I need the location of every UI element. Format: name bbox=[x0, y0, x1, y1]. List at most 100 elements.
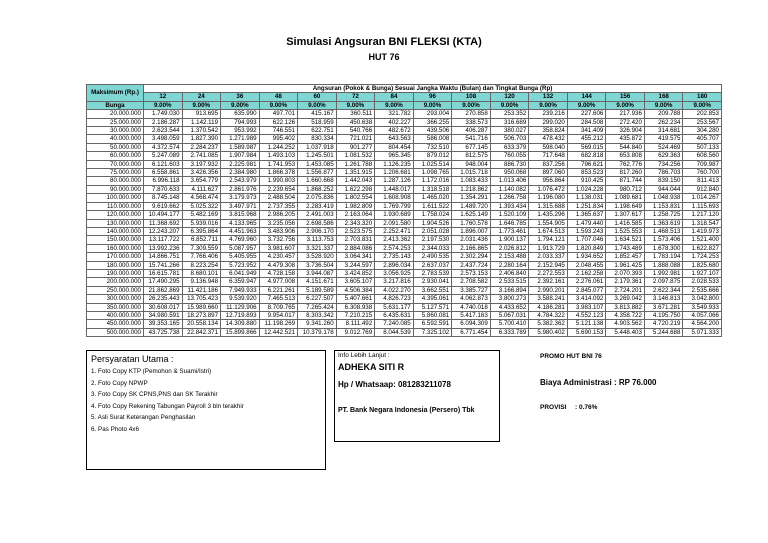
installment-cell: 1.025.514 bbox=[412, 159, 453, 170]
installment-cell: 2.698.586 bbox=[297, 218, 337, 228]
installment-cell: 1.493.103 bbox=[258, 151, 299, 161]
installment-cell: 11.368.692 bbox=[143, 218, 183, 228]
installment-cell: 677.145 bbox=[451, 142, 491, 153]
installment-cell: 4.230.457 bbox=[258, 252, 299, 262]
installment-cell: 4.506.384 bbox=[335, 285, 376, 296]
installment-cell: 2.573.153 bbox=[451, 268, 491, 279]
installment-cell: 2.724.201 bbox=[605, 285, 645, 296]
installment-cell: 482.672 bbox=[374, 126, 414, 136]
installment-cell: 6.041.949 bbox=[220, 268, 260, 279]
installment-cell: 5.189.589 bbox=[297, 285, 337, 296]
installment-cell: 5.071.333 bbox=[682, 327, 722, 338]
installment-cell: 217.936 bbox=[605, 109, 645, 119]
installment-cell: 5.723.952 bbox=[220, 260, 260, 270]
installment-cell: 1.769.799 bbox=[374, 201, 414, 212]
data-row: 200.000.000 17.490.295 9.136.948 6.359.947 4… bbox=[86, 277, 722, 287]
installment-cell: 1.013.406 bbox=[489, 176, 530, 186]
installment-cell: 2.783.539 bbox=[412, 268, 453, 279]
installment-cell: 30.608.017 bbox=[143, 302, 183, 312]
installment-cell: 6.333.789 bbox=[489, 327, 530, 338]
installment-cell: 8.044.539 bbox=[374, 327, 414, 338]
installment-cell: 405.707 bbox=[682, 134, 722, 144]
installment-cell: 1.758.024 bbox=[412, 210, 453, 220]
installment-cell: 9.619.662 bbox=[143, 201, 183, 212]
installment-cell: 1.660.668 bbox=[297, 176, 337, 186]
month-header: 48 bbox=[258, 92, 299, 102]
installment-cell: 15.899.866 bbox=[220, 327, 260, 338]
installment-cell: 1.318.518 bbox=[412, 184, 453, 195]
installment-cell: 1.589.987 bbox=[220, 142, 260, 153]
amount-cell: 190.000.000 bbox=[86, 268, 144, 279]
installment-cell: 5.860.081 bbox=[412, 310, 453, 321]
installment-cell: 2.986.205 bbox=[258, 210, 299, 220]
amount-cell: 150.000.000 bbox=[86, 235, 144, 245]
requirement-item: 6. Pas Photo 4x6 bbox=[91, 425, 139, 433]
amount-cell: 40.000.000 bbox=[86, 134, 144, 144]
installment-cell: 3.244.597 bbox=[335, 260, 376, 270]
installment-cell: 1.825.680 bbox=[682, 260, 722, 270]
installment-cell: 2.622.344 bbox=[643, 285, 684, 296]
installment-cell: 643.563 bbox=[374, 134, 414, 144]
installment-cell: 15.741.266 bbox=[143, 260, 183, 270]
rate-cell: 9.00% bbox=[489, 100, 530, 111]
installment-cell: 3.426.356 bbox=[181, 168, 222, 178]
installment-cell: 4.372.574 bbox=[143, 142, 183, 153]
installment-cell: 478.432 bbox=[528, 134, 568, 144]
requirement-item: 4. Foto Copy Rekening Tabungan Payroll 3… bbox=[91, 402, 244, 410]
amount-cell: 75.000.000 bbox=[86, 168, 144, 178]
title: Simulasi Angsuran BNI FLEKSI (KTA) bbox=[286, 36, 482, 48]
data-row: 70.000.000 6.121.603 3.197.932 2.225.981 1.7… bbox=[86, 159, 722, 170]
installment-cell: 804.454 bbox=[374, 142, 414, 153]
installment-cell: 4.062.873 bbox=[451, 294, 491, 304]
installment-cell: 1.217.120 bbox=[682, 210, 722, 220]
installment-cell: 2.272.553 bbox=[528, 268, 568, 279]
installment-cell: 1.820.849 bbox=[566, 243, 607, 254]
installment-cell: 11.421.186 bbox=[181, 285, 222, 296]
installment-cell: 7.210.215 bbox=[335, 310, 376, 321]
installment-cell: 1.363.619 bbox=[643, 218, 684, 228]
installment-cell: 358.824 bbox=[528, 126, 568, 136]
installment-cell: 5.087.957 bbox=[220, 243, 260, 254]
installment-cell: 2.033.337 bbox=[528, 252, 568, 262]
data-row: 140.000.000 12.243.207 6.395.864 4.451.963 3… bbox=[86, 226, 722, 237]
installment-cell: 2.048.455 bbox=[566, 260, 607, 270]
installment-cell: 1.827.390 bbox=[181, 134, 222, 144]
installment-cell: 4.740.018 bbox=[451, 302, 491, 312]
installment-cell: 8.303.342 bbox=[297, 310, 337, 321]
installment-cell: 4.358.722 bbox=[605, 310, 645, 321]
installment-cell: 2.737.355 bbox=[258, 201, 299, 212]
data-row: 160.000.000 13.992.236 7.309.559 5.087.957 3… bbox=[86, 243, 722, 254]
installment-cell: 402.227 bbox=[374, 117, 414, 128]
installment-cell: 2.097.875 bbox=[643, 277, 684, 287]
installment-cell: 4.720.219 bbox=[643, 319, 684, 329]
installment-cell: 5.405.955 bbox=[220, 252, 260, 262]
installment-cell: 2.031.436 bbox=[451, 235, 491, 245]
installment-cell: 1.315.688 bbox=[528, 201, 568, 212]
installment-cell: 3.269.042 bbox=[605, 294, 645, 304]
rate-cell: 9.00% bbox=[412, 100, 453, 111]
data-row: 75.000.000 6.558.861 3.426.356 2.384.980 1.8… bbox=[86, 168, 722, 178]
installment-cell: 1.773.461 bbox=[489, 226, 530, 237]
installment-cell: 3.385.727 bbox=[451, 285, 491, 296]
requirement-item: 5. Asli Surat Keterangan Penghasilan bbox=[91, 414, 196, 421]
installment-cell: 980.712 bbox=[605, 184, 645, 195]
installment-cell: 913.695 bbox=[181, 109, 222, 119]
installment-cell: 39.353.165 bbox=[143, 319, 183, 329]
installment-cell: 2.028.533 bbox=[682, 277, 722, 287]
data-row: 180.000.000 15.741.266 8.223.254 5.723.952 4… bbox=[86, 260, 722, 270]
amount-cell: 70.000.000 bbox=[86, 159, 144, 170]
month-header: 24 bbox=[181, 92, 222, 102]
installment-cell: 3.528.920 bbox=[297, 252, 337, 262]
installment-cell: 2.179.361 bbox=[605, 277, 645, 287]
installment-cell: 622.751 bbox=[297, 126, 337, 136]
installment-cell: 2.735.143 bbox=[374, 252, 414, 262]
installment-cell: 4.903.562 bbox=[605, 319, 645, 329]
installment-cell: 6.308.938 bbox=[335, 302, 376, 312]
installment-cell: 1.741.953 bbox=[258, 159, 299, 170]
installment-cell: 817.260 bbox=[605, 168, 645, 178]
amount-cell: 100.000.000 bbox=[86, 193, 144, 203]
installment-cell: 794.993 bbox=[220, 117, 260, 128]
installment-cell: 227.606 bbox=[566, 109, 607, 119]
installment-cell: 635.990 bbox=[220, 109, 260, 119]
rate-cell: 9.00% bbox=[181, 100, 222, 111]
